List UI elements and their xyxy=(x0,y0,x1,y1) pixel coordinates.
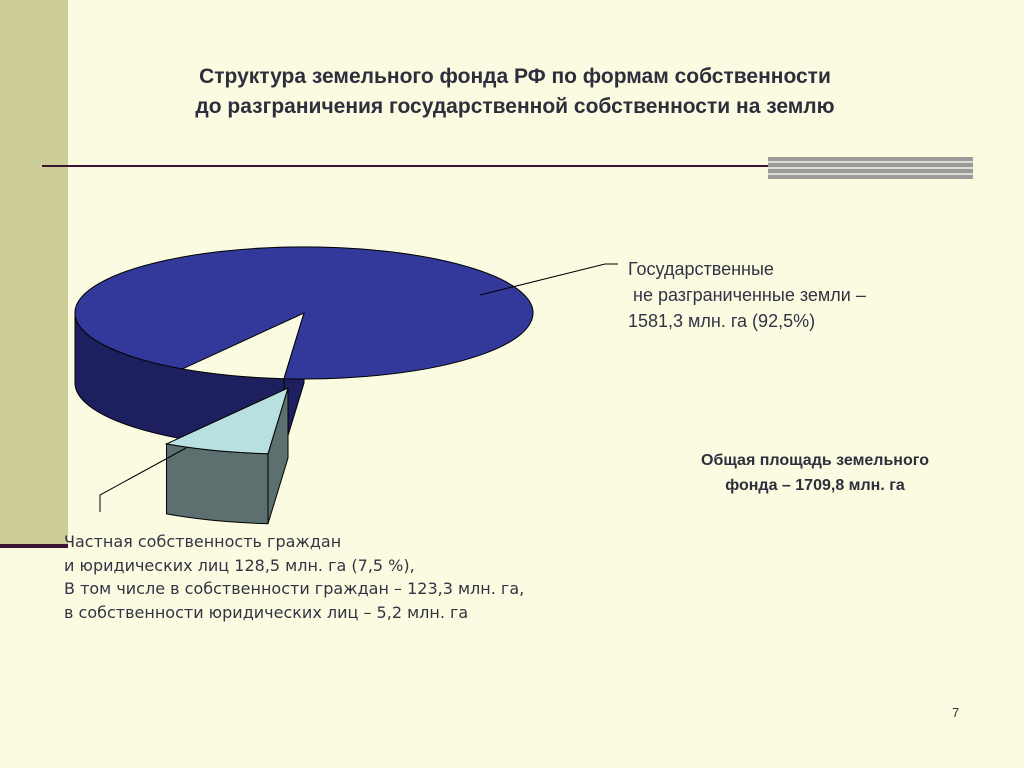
left-band-divider xyxy=(0,544,68,548)
callout-line: не разграниченные земли – xyxy=(628,285,866,305)
callout-state-lands: Государственные не разграниченные земли … xyxy=(628,256,866,334)
total-area-line-1: Общая площадь земельного xyxy=(701,452,929,469)
leader-line-state xyxy=(479,263,618,296)
callout-line: В том числе в собственности граждан – 12… xyxy=(64,579,525,598)
slice-private-side xyxy=(166,443,269,525)
callout-line: и юридических лиц 128,5 млн. га (7,5 %), xyxy=(64,555,415,575)
callout-line: 1581,3 млн. га (92,5%) xyxy=(628,311,816,331)
total-area-note: Общая площадь земельного фонда – 1709,8 … xyxy=(660,448,970,498)
slice-state-top xyxy=(74,246,534,380)
title-line-2: до разграничения государственной собстве… xyxy=(195,95,835,118)
callout-line: Государственные xyxy=(628,259,774,279)
title-line-1: Структура земельного фонда РФ по формам … xyxy=(199,65,831,88)
leader-line-private xyxy=(99,447,187,512)
callout-line: в собственности юридических лиц – 5,2 мл… xyxy=(64,602,469,622)
title-divider xyxy=(42,165,770,167)
left-decor-band xyxy=(0,0,68,545)
slice-private-top xyxy=(164,387,289,455)
slide-title: Структура земельного фонда РФ по формам … xyxy=(80,62,950,122)
callout-line: Частная собственность граждан xyxy=(64,532,342,551)
page-number: 7 xyxy=(952,705,960,720)
title-accent-bar xyxy=(768,157,973,179)
callout-private-ownership: Частная собственность граждан и юридическ… xyxy=(64,530,524,624)
total-area-line-2: фонда – 1709,8 млн. га xyxy=(725,477,905,494)
